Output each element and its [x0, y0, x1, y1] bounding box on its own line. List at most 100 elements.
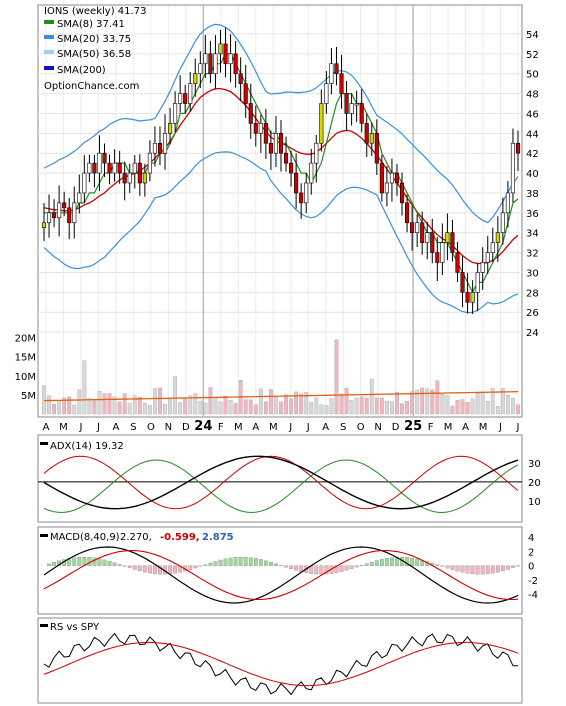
- candle-body: [334, 63, 339, 74]
- legend-sma200: SMA(200): [57, 65, 106, 76]
- lower-band-line: [43, 151, 519, 314]
- candle-body: [82, 172, 87, 194]
- volume-bar: [183, 398, 188, 415]
- month-axis: A M J J A S O N D 24 F M A M J J A S O N D 25 F M A M J J: [43, 419, 520, 434]
- macd-histogram-bar: [455, 565, 460, 572]
- month-label: J: [306, 422, 310, 433]
- candle-body: [87, 162, 92, 174]
- volume-bar: [379, 397, 384, 415]
- candle-body: [329, 63, 334, 84]
- candle-body: [243, 83, 248, 104]
- price-tick-label: 38: [526, 189, 539, 200]
- volume-bar: [364, 397, 369, 415]
- macd-histogram-bar: [470, 565, 475, 575]
- volume-tick-label: 20M: [15, 334, 36, 345]
- candle-body: [379, 162, 384, 194]
- macd-histogram-bar: [289, 565, 293, 569]
- legend-sma20: SMA(20) 33.75: [57, 34, 131, 45]
- volume-bar: [309, 401, 314, 415]
- month-label: D: [182, 422, 190, 433]
- candle-body: [157, 142, 163, 154]
- candle-body: [107, 162, 112, 174]
- candle-body: [420, 222, 425, 243]
- volume-bar: [198, 400, 203, 415]
- macd-histogram-bar: [435, 564, 440, 566]
- volume-bar: [374, 397, 379, 415]
- candle-body: [495, 232, 500, 243]
- legend-sma8: SMA(8) 37.41: [57, 19, 125, 30]
- adx-legend-text: ADX(14) 19.32: [50, 441, 124, 452]
- volume-bar: [263, 401, 268, 415]
- candle-body: [470, 292, 475, 303]
- volume-bar: [314, 397, 319, 415]
- volume-bar: [490, 387, 495, 415]
- candle-body: [52, 212, 57, 219]
- month-label: O: [357, 422, 365, 433]
- volume-bar: [359, 396, 364, 415]
- macd-histogram-bar: [354, 565, 359, 568]
- macd-legend: MACD(8,40,9) 2.270, -0.599, 2.875: [40, 532, 234, 543]
- volume-bar: [67, 396, 72, 415]
- volume-bar: [289, 398, 293, 415]
- adx-lines: 10 20 30: [38, 455, 541, 514]
- macd-histogram-bar: [480, 565, 485, 575]
- volume-bar: [77, 389, 82, 415]
- candle-body: [97, 152, 102, 174]
- volume-bar: [92, 400, 97, 415]
- month-label: F: [428, 422, 434, 433]
- macd-tick-label: 2: [528, 547, 534, 558]
- volume-bar: [269, 389, 273, 415]
- volume-bar: [132, 395, 137, 415]
- candle-body: [132, 162, 137, 174]
- price-tick-label: 24: [526, 328, 539, 339]
- volume-bar: [349, 400, 354, 415]
- candle-body: [405, 202, 410, 224]
- volume-axis: 5M 10M 15M 20M: [15, 334, 36, 402]
- candle-body: [122, 172, 127, 184]
- macd-histogram-bar: [127, 565, 132, 568]
- volume-bar: [395, 392, 399, 415]
- macd-histogram-bar: [243, 557, 248, 566]
- volume-bar: [193, 393, 198, 415]
- volume-bar: [511, 397, 515, 415]
- volume-bar: [188, 395, 193, 415]
- macd-legend-signal: -0.599,: [160, 532, 200, 543]
- month-label: J: [288, 422, 292, 433]
- legend-swatch-sma8: [44, 20, 54, 24]
- candle-body: [198, 63, 203, 74]
- volume-bar: [445, 395, 450, 415]
- volume-bar: [480, 392, 485, 415]
- rs-line: [43, 632, 519, 696]
- volume-bar: [147, 405, 152, 415]
- month-label: 24: [194, 419, 212, 434]
- candle-body: [273, 133, 279, 154]
- volume-bar: [354, 397, 359, 415]
- macd-tick-label: 0: [528, 562, 534, 573]
- candle-body: [349, 103, 354, 114]
- candle-body: [480, 262, 485, 273]
- price-tick-label: 32: [526, 249, 539, 260]
- candle-body: [384, 182, 389, 194]
- candle-body: [102, 152, 107, 164]
- price-tick-label: 34: [526, 229, 539, 240]
- macd-histogram-bar: [344, 565, 349, 571]
- candle-body: [162, 133, 168, 154]
- month-label: D: [392, 422, 400, 433]
- candle-body: [465, 292, 470, 303]
- adx-minus-di-line: [43, 455, 519, 510]
- volume-bar: [420, 387, 425, 415]
- candle-body: [294, 172, 299, 194]
- candle-body: [203, 53, 208, 65]
- month-label: S: [130, 422, 136, 433]
- candle-body: [399, 182, 405, 204]
- candle-body: [475, 272, 480, 293]
- candle-body: [142, 172, 147, 184]
- volume-bar: [142, 402, 147, 415]
- candle-body: [299, 192, 304, 204]
- volume-bar: [62, 397, 67, 415]
- macd-histogram-bar: [248, 557, 253, 566]
- candle-body: [510, 142, 516, 194]
- volume-bar: [304, 392, 309, 415]
- volume-tick-label: 15M: [15, 353, 36, 364]
- candle-body: [57, 202, 62, 219]
